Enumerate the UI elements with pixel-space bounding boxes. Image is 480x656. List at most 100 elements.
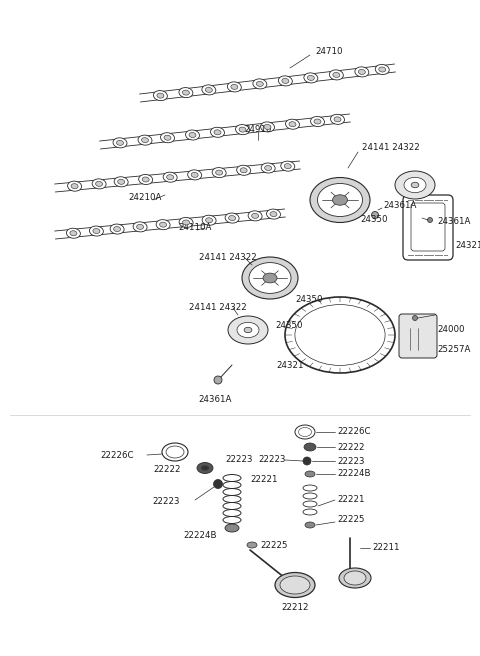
Ellipse shape [137, 224, 144, 230]
Ellipse shape [307, 75, 314, 81]
Ellipse shape [179, 87, 193, 98]
Ellipse shape [261, 163, 275, 173]
Ellipse shape [231, 85, 238, 89]
Ellipse shape [139, 174, 153, 184]
Ellipse shape [244, 327, 252, 333]
Ellipse shape [278, 76, 292, 86]
Text: 24321: 24321 [455, 241, 480, 249]
Text: 24361A: 24361A [383, 201, 416, 209]
Text: 24350: 24350 [360, 216, 387, 224]
Ellipse shape [264, 125, 271, 129]
Ellipse shape [162, 443, 188, 461]
Ellipse shape [110, 224, 124, 234]
Ellipse shape [189, 133, 196, 138]
Ellipse shape [114, 176, 128, 187]
Ellipse shape [305, 522, 315, 528]
Text: 22226C: 22226C [337, 428, 371, 436]
Ellipse shape [237, 322, 259, 338]
Text: 24141 24322: 24141 24322 [189, 304, 247, 312]
Ellipse shape [289, 122, 296, 127]
Ellipse shape [280, 576, 310, 594]
Ellipse shape [117, 140, 123, 146]
Ellipse shape [205, 87, 212, 92]
Ellipse shape [404, 177, 426, 193]
Text: 22221: 22221 [337, 495, 364, 504]
Ellipse shape [237, 165, 251, 175]
Text: 22223: 22223 [225, 455, 252, 464]
Ellipse shape [270, 212, 277, 216]
Text: 24141 24322: 24141 24322 [362, 144, 420, 152]
Ellipse shape [89, 226, 103, 236]
Ellipse shape [375, 64, 389, 75]
Ellipse shape [160, 222, 167, 227]
Ellipse shape [201, 466, 209, 470]
Ellipse shape [225, 524, 239, 532]
Ellipse shape [211, 127, 225, 137]
Ellipse shape [92, 179, 106, 189]
Ellipse shape [167, 174, 174, 180]
Ellipse shape [305, 471, 315, 477]
Text: 24910: 24910 [244, 125, 272, 134]
Ellipse shape [182, 220, 190, 225]
Ellipse shape [182, 90, 190, 95]
Ellipse shape [372, 211, 379, 218]
Ellipse shape [216, 170, 223, 175]
Ellipse shape [113, 138, 127, 148]
Text: 22225: 22225 [337, 516, 364, 525]
Ellipse shape [138, 135, 152, 145]
Ellipse shape [197, 462, 213, 474]
Ellipse shape [68, 181, 82, 191]
Ellipse shape [202, 85, 216, 95]
Ellipse shape [205, 218, 213, 223]
Ellipse shape [214, 130, 221, 135]
Ellipse shape [185, 130, 200, 140]
Ellipse shape [70, 231, 77, 236]
Text: 22223: 22223 [337, 457, 364, 466]
Ellipse shape [163, 172, 177, 182]
Ellipse shape [96, 181, 103, 186]
Ellipse shape [281, 161, 295, 171]
Text: 22212: 22212 [281, 604, 309, 613]
Ellipse shape [263, 273, 277, 283]
Ellipse shape [228, 82, 241, 92]
Ellipse shape [355, 67, 369, 77]
Ellipse shape [225, 213, 239, 223]
Ellipse shape [295, 425, 315, 439]
Text: 24361A: 24361A [198, 396, 232, 405]
Text: 24710: 24710 [315, 47, 343, 56]
Ellipse shape [133, 222, 147, 232]
Ellipse shape [331, 114, 345, 125]
Ellipse shape [249, 262, 291, 293]
Ellipse shape [333, 195, 348, 205]
Ellipse shape [212, 167, 226, 178]
Text: 24361A: 24361A [437, 218, 470, 226]
Ellipse shape [261, 122, 275, 132]
Ellipse shape [344, 571, 366, 585]
Ellipse shape [248, 211, 262, 221]
Ellipse shape [264, 165, 272, 171]
Ellipse shape [179, 217, 193, 228]
Ellipse shape [286, 119, 300, 129]
Text: 22224B: 22224B [183, 531, 217, 539]
Ellipse shape [395, 171, 435, 199]
Text: 24350: 24350 [275, 321, 302, 329]
Ellipse shape [275, 573, 315, 598]
Ellipse shape [317, 184, 362, 216]
Ellipse shape [191, 173, 198, 177]
Text: 22226C: 22226C [100, 451, 133, 459]
Text: 24110A: 24110A [178, 224, 212, 232]
Ellipse shape [253, 79, 267, 89]
Ellipse shape [310, 178, 370, 222]
Ellipse shape [156, 220, 170, 230]
Ellipse shape [247, 542, 257, 548]
Text: 22223: 22223 [258, 455, 286, 464]
Ellipse shape [242, 257, 298, 299]
Ellipse shape [240, 168, 247, 173]
Ellipse shape [214, 480, 223, 489]
Ellipse shape [71, 184, 78, 189]
Ellipse shape [157, 93, 164, 98]
Text: 22222: 22222 [153, 466, 180, 474]
Ellipse shape [266, 209, 280, 219]
Ellipse shape [329, 70, 343, 80]
Ellipse shape [379, 67, 386, 72]
